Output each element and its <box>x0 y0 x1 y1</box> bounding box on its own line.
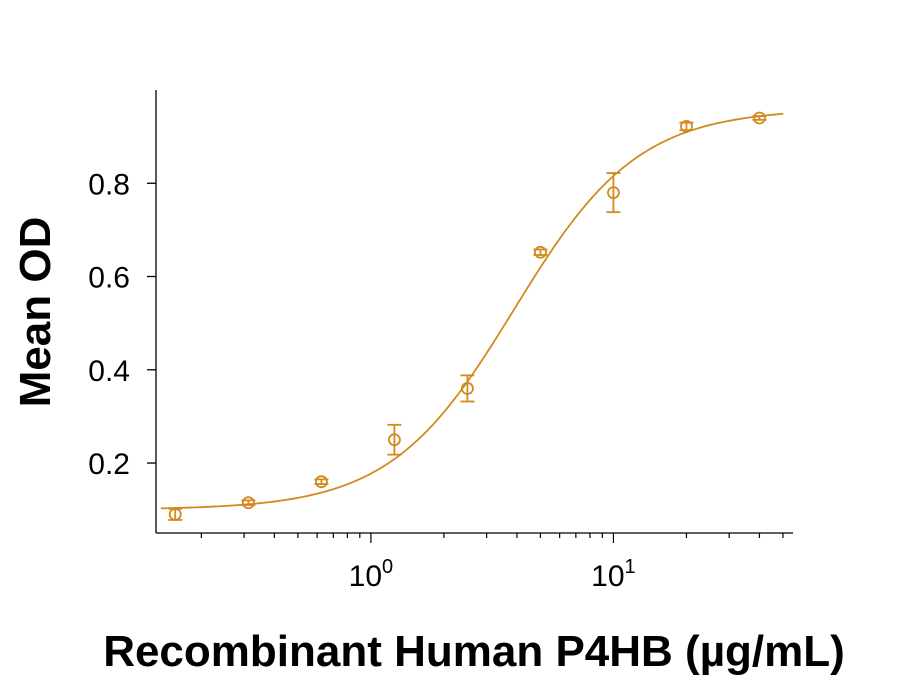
data-point <box>607 186 620 199</box>
data-point <box>534 245 547 259</box>
y-tick-label: 0.8 <box>88 168 130 201</box>
x-tick-label-base: 10 <box>349 560 382 593</box>
x-ticks: 100 101 <box>200 533 784 593</box>
fit-curve <box>160 112 784 510</box>
data-point <box>753 111 766 125</box>
data-point <box>241 496 255 510</box>
x-tick-label-base: 10 <box>591 560 624 593</box>
x-tick-label-exponent: 0 <box>382 556 393 578</box>
axes <box>155 90 793 534</box>
data-point <box>680 119 693 133</box>
y-tick-label: 0.2 <box>88 448 130 481</box>
y-axis-title: Mean OD <box>11 217 60 408</box>
y-tick-label: 0.4 <box>88 355 130 388</box>
data-point <box>314 475 328 489</box>
y-tick-label: 0.6 <box>88 262 130 295</box>
data-point <box>461 382 474 395</box>
data-point <box>168 507 182 521</box>
x-axis-title: Recombinant Human P4HB (µg/mL) <box>103 627 845 676</box>
y-ticks: 0.2 0.4 0.6 0.8 <box>88 168 156 481</box>
x-tick-label-exponent: 1 <box>625 556 636 578</box>
data-point <box>388 433 401 447</box>
x-tick-label: 100 <box>349 556 394 593</box>
x-tick-label: 101 <box>591 556 636 593</box>
plot-layer <box>160 111 784 521</box>
